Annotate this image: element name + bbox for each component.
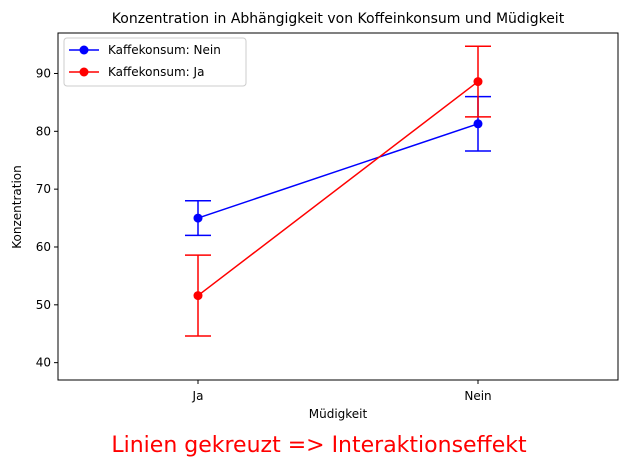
y-tick-label: 70 (36, 182, 51, 196)
plot-area (57, 32, 619, 381)
legend-box (63, 37, 247, 87)
series-2 (185, 45, 491, 337)
legend-label: Kaffekonsum: Nein (108, 43, 221, 57)
y-tick-label: 50 (36, 298, 51, 312)
y-tick-label: 40 (36, 356, 51, 370)
x-tick-label: Nein (464, 389, 491, 403)
x-tick-label: Ja (192, 389, 204, 403)
legend-marker (79, 67, 89, 77)
x-axis-label: Müdigkeit (309, 407, 368, 421)
series-group (185, 45, 491, 337)
data-point (473, 119, 483, 129)
annotation-text: Linien gekreuzt => Interaktionseffekt (111, 433, 527, 458)
chart-title: Konzentration in Abhängigkeit von Koffei… (112, 11, 565, 27)
data-point (193, 291, 203, 301)
legend-label: Kaffekonsum: Ja (108, 65, 204, 79)
y-tick-label: 60 (36, 240, 51, 254)
data-point (473, 77, 483, 87)
y-tick-label: 90 (36, 66, 51, 80)
series-line (197, 80, 479, 297)
tick-group: 40 50 60 70 80 90 Ja Nein (36, 66, 492, 403)
series-line (197, 123, 479, 219)
y-tick-label: 80 (36, 124, 51, 138)
legend-marker (79, 45, 89, 55)
series-1 (185, 95, 491, 237)
legend: Kaffekonsum: Nein Kaffekonsum: Ja (63, 37, 247, 87)
data-point (193, 213, 203, 223)
y-axis-label: Konzentration (10, 165, 24, 248)
